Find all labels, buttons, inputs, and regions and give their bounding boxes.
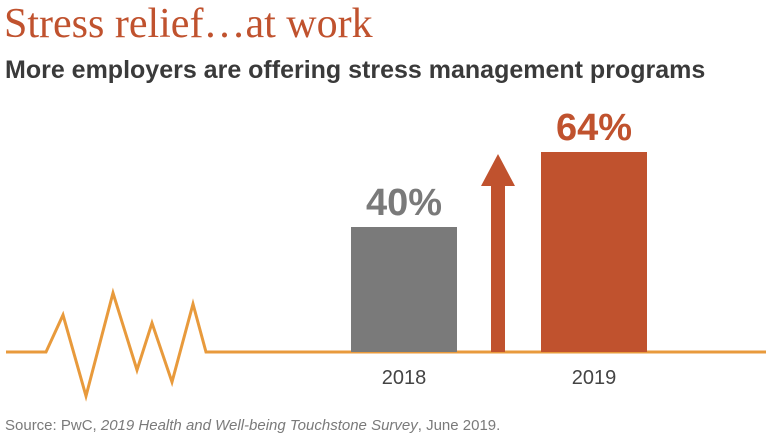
page-subtitle: More employers are offering stress manag… [5, 56, 706, 84]
up-arrow-icon [481, 154, 515, 352]
source-suffix: , June 2019. [417, 417, 501, 434]
page-title: Stress relief…at work [4, 1, 373, 47]
source-note: Source: PwC, 2019 Health and Well-being … [5, 416, 500, 436]
tick-label-2019: 2019 [572, 367, 617, 389]
arrow-head [481, 154, 515, 186]
source-title: 2019 Health and Well-being Touchstone Su… [100, 417, 418, 434]
arrow-shaft [491, 184, 505, 352]
data-label-2018: 40% [366, 182, 442, 224]
heartbeat-pulse-icon [6, 287, 766, 402]
source-prefix: Source: PwC, [5, 417, 101, 434]
tick-label-2018: 2018 [382, 367, 427, 389]
data-label-2019: 64% [556, 107, 632, 149]
bar-2018 [351, 227, 457, 352]
bar-2019 [541, 152, 647, 352]
